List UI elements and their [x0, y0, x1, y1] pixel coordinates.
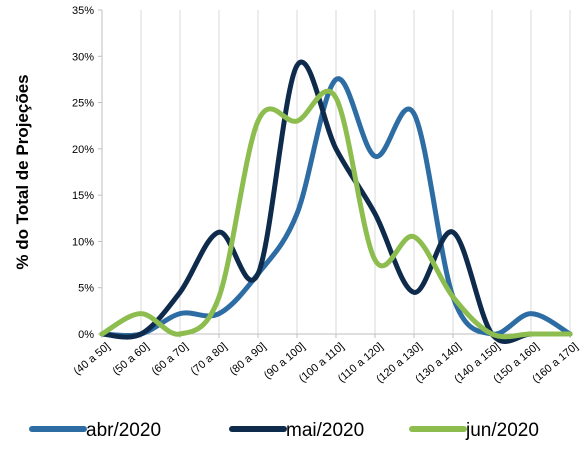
y-tick-label: 15%: [72, 190, 94, 202]
y-axis-label: % do Total de Projeções: [13, 74, 32, 269]
series-line-3: [99, 88, 573, 340]
x-tick-label: (50 a 60]: [111, 341, 152, 378]
legend-label: abr/2020: [86, 420, 161, 441]
x-tick-label: (40 a 50]: [72, 341, 113, 378]
y-tick-label: 5%: [78, 283, 94, 295]
y-tick-label: 30%: [72, 51, 94, 63]
legend-label: mai/2020: [286, 420, 364, 441]
gridlines: [140, 10, 571, 334]
legend: abr/2020 mai/2020 jun/2020: [29, 420, 539, 441]
y-tick-label: 20%: [72, 144, 94, 156]
x-tick-label: (60 a 70]: [150, 341, 191, 378]
x-tick-label: (70 a 80]: [189, 341, 230, 378]
series-line-1: [99, 76, 573, 338]
y-tick-label: 25%: [72, 98, 94, 110]
y-tick-label: 35%: [72, 5, 94, 17]
y-tick-label: 10%: [72, 236, 94, 248]
y-tick-label: 0%: [78, 329, 94, 341]
series-lines: [99, 59, 573, 344]
series-line-2: [99, 59, 573, 344]
legend-label: jun/2020: [465, 420, 539, 441]
axes: [98, 9, 571, 338]
